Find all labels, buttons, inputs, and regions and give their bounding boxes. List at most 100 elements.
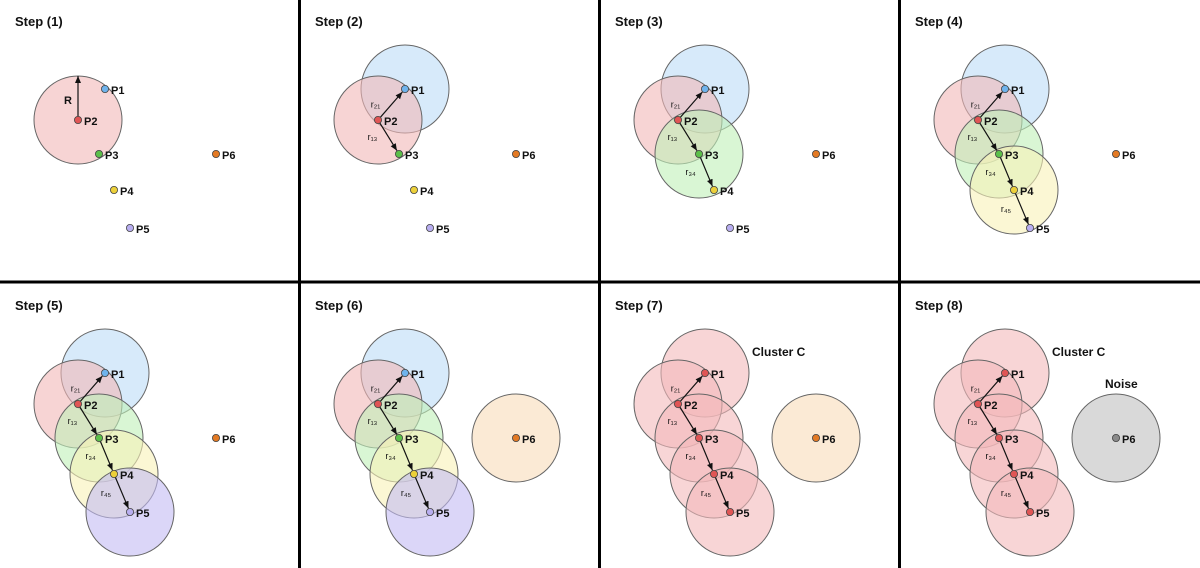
distance-label: r₄₅ xyxy=(1001,204,1012,214)
distance-label: r₃₄ xyxy=(385,451,396,461)
point-label-p4: P4 xyxy=(720,186,734,198)
distance-label: r₄₅ xyxy=(1001,488,1012,498)
point-p4 xyxy=(110,185,119,194)
point-p6 xyxy=(511,433,520,442)
cluster-label: Cluster C xyxy=(752,345,806,359)
point-p4 xyxy=(1010,185,1019,194)
point-label-p4: P4 xyxy=(420,470,434,482)
point-label-p1: P1 xyxy=(1011,85,1024,97)
panel-step-3: Step (3) r₂₁ r₁₃ r₃₄ P1 P2 P3 P4 P5 P6 xyxy=(615,14,835,236)
point-p4 xyxy=(110,469,119,478)
panel-step-4: Step (4) r₂₁ r₁₃ r₃₄ r₄₅ P1 P2 P3 P4 P5 P6 xyxy=(915,14,1135,236)
distance-arrow-p2-p1 xyxy=(677,91,703,121)
point-label-p3: P3 xyxy=(705,434,718,446)
point-p2 xyxy=(74,400,83,409)
step-title: Step (1) xyxy=(15,14,63,29)
distance-label: r₂₁ xyxy=(371,384,381,394)
point-p2 xyxy=(374,116,383,125)
point-label-p2: P2 xyxy=(984,116,997,128)
point-label-p5: P5 xyxy=(1036,508,1049,520)
point-p5 xyxy=(726,223,735,232)
distance-label: r₂₁ xyxy=(71,384,81,394)
point-p3 xyxy=(95,149,104,158)
point-p4 xyxy=(710,185,719,194)
point-p1 xyxy=(701,85,710,94)
distance-arrow-p2-p3 xyxy=(377,119,398,151)
point-p1 xyxy=(1001,369,1010,378)
step-title: Step (2) xyxy=(315,14,363,29)
point-label-p2: P2 xyxy=(684,400,697,412)
distance-arrow-p2-p1 xyxy=(977,375,1003,405)
point-p1 xyxy=(1001,85,1010,94)
distance-label: r₁₃ xyxy=(968,132,978,142)
distance-arrow-p2-p3 xyxy=(377,403,398,435)
point-p5 xyxy=(126,223,135,232)
distance-arrow-p3-p4 xyxy=(998,437,1014,471)
step-title: Step (8) xyxy=(915,298,963,313)
distance-label: r₂₁ xyxy=(971,100,981,110)
distance-label: r₃₄ xyxy=(985,167,996,177)
distance-label: r₄₅ xyxy=(401,488,412,498)
point-label-p4: P4 xyxy=(720,470,734,482)
point-p6 xyxy=(211,433,220,442)
point-label-p6: P6 xyxy=(1122,434,1135,446)
point-label-p2: P2 xyxy=(384,116,397,128)
point-label-p1: P1 xyxy=(111,369,124,381)
panel-step-8: Step (8) r₂₁ r₁₃ r₃₄ r₄₅ P1 P2 P3 P4 P5 P6 Cluster … xyxy=(915,298,1161,557)
point-label-p3: P3 xyxy=(105,434,118,446)
point-label-p4: P4 xyxy=(120,186,134,198)
point-p5 xyxy=(726,507,735,516)
cluster-label: Cluster C xyxy=(1052,345,1106,359)
point-p2 xyxy=(974,116,983,125)
point-label-p1: P1 xyxy=(411,369,424,381)
point-p3 xyxy=(395,149,404,158)
point-label-p6: P6 xyxy=(522,150,535,162)
point-label-p1: P1 xyxy=(711,85,724,97)
point-label-p4: P4 xyxy=(1020,470,1034,482)
point-label-p1: P1 xyxy=(111,85,124,97)
distance-label: r₁₃ xyxy=(368,132,378,142)
distance-arrow-p4-p5 xyxy=(1013,189,1030,225)
point-p1 xyxy=(701,369,710,378)
point-p5 xyxy=(426,223,435,232)
distance-label: r₁₃ xyxy=(368,416,378,426)
panel-step-1: Step (1) R P1 P2 P3 P4 P5 P6 xyxy=(15,14,235,236)
distance-arrow-p2-p1 xyxy=(377,91,403,121)
distance-label: r₁₃ xyxy=(668,416,678,426)
distance-arrow-p2-p3 xyxy=(977,119,998,151)
point-p2 xyxy=(74,116,83,125)
point-label-p3: P3 xyxy=(105,150,118,162)
point-p1 xyxy=(401,369,410,378)
distance-label: r₃₄ xyxy=(985,451,996,461)
distance-label: r₂₁ xyxy=(671,384,681,394)
distance-arrow-p2-p3 xyxy=(677,403,698,435)
point-label-p2: P2 xyxy=(84,400,97,412)
distance-arrow-p3-p4 xyxy=(698,153,714,187)
step-title: Step (3) xyxy=(615,14,663,29)
point-p4 xyxy=(410,185,419,194)
point-label-p2: P2 xyxy=(984,400,997,412)
noise-label: Noise xyxy=(1105,377,1138,391)
distance-label: R xyxy=(64,95,72,107)
step-title: Step (6) xyxy=(315,298,363,313)
distance-arrow-p2-p1 xyxy=(377,375,403,405)
point-p3 xyxy=(95,433,104,442)
point-p3 xyxy=(695,149,704,158)
point-p3 xyxy=(395,433,404,442)
distance-arrow-p2-p1 xyxy=(77,375,103,405)
point-p2 xyxy=(974,400,983,409)
point-p5 xyxy=(426,507,435,516)
point-p4 xyxy=(410,469,419,478)
point-p6 xyxy=(211,149,220,158)
distance-arrow-p3-p4 xyxy=(698,437,714,471)
point-p1 xyxy=(101,369,110,378)
point-label-p3: P3 xyxy=(405,150,418,162)
distance-label: r₁₃ xyxy=(968,416,978,426)
point-label-p6: P6 xyxy=(1122,150,1135,162)
distance-arrow-p3-p4 xyxy=(998,153,1014,187)
point-label-p5: P5 xyxy=(136,224,149,236)
distance-arrow-p2-p1 xyxy=(677,375,703,405)
point-label-p5: P5 xyxy=(1036,224,1049,236)
distance-arrow-p2-p3 xyxy=(77,403,98,435)
